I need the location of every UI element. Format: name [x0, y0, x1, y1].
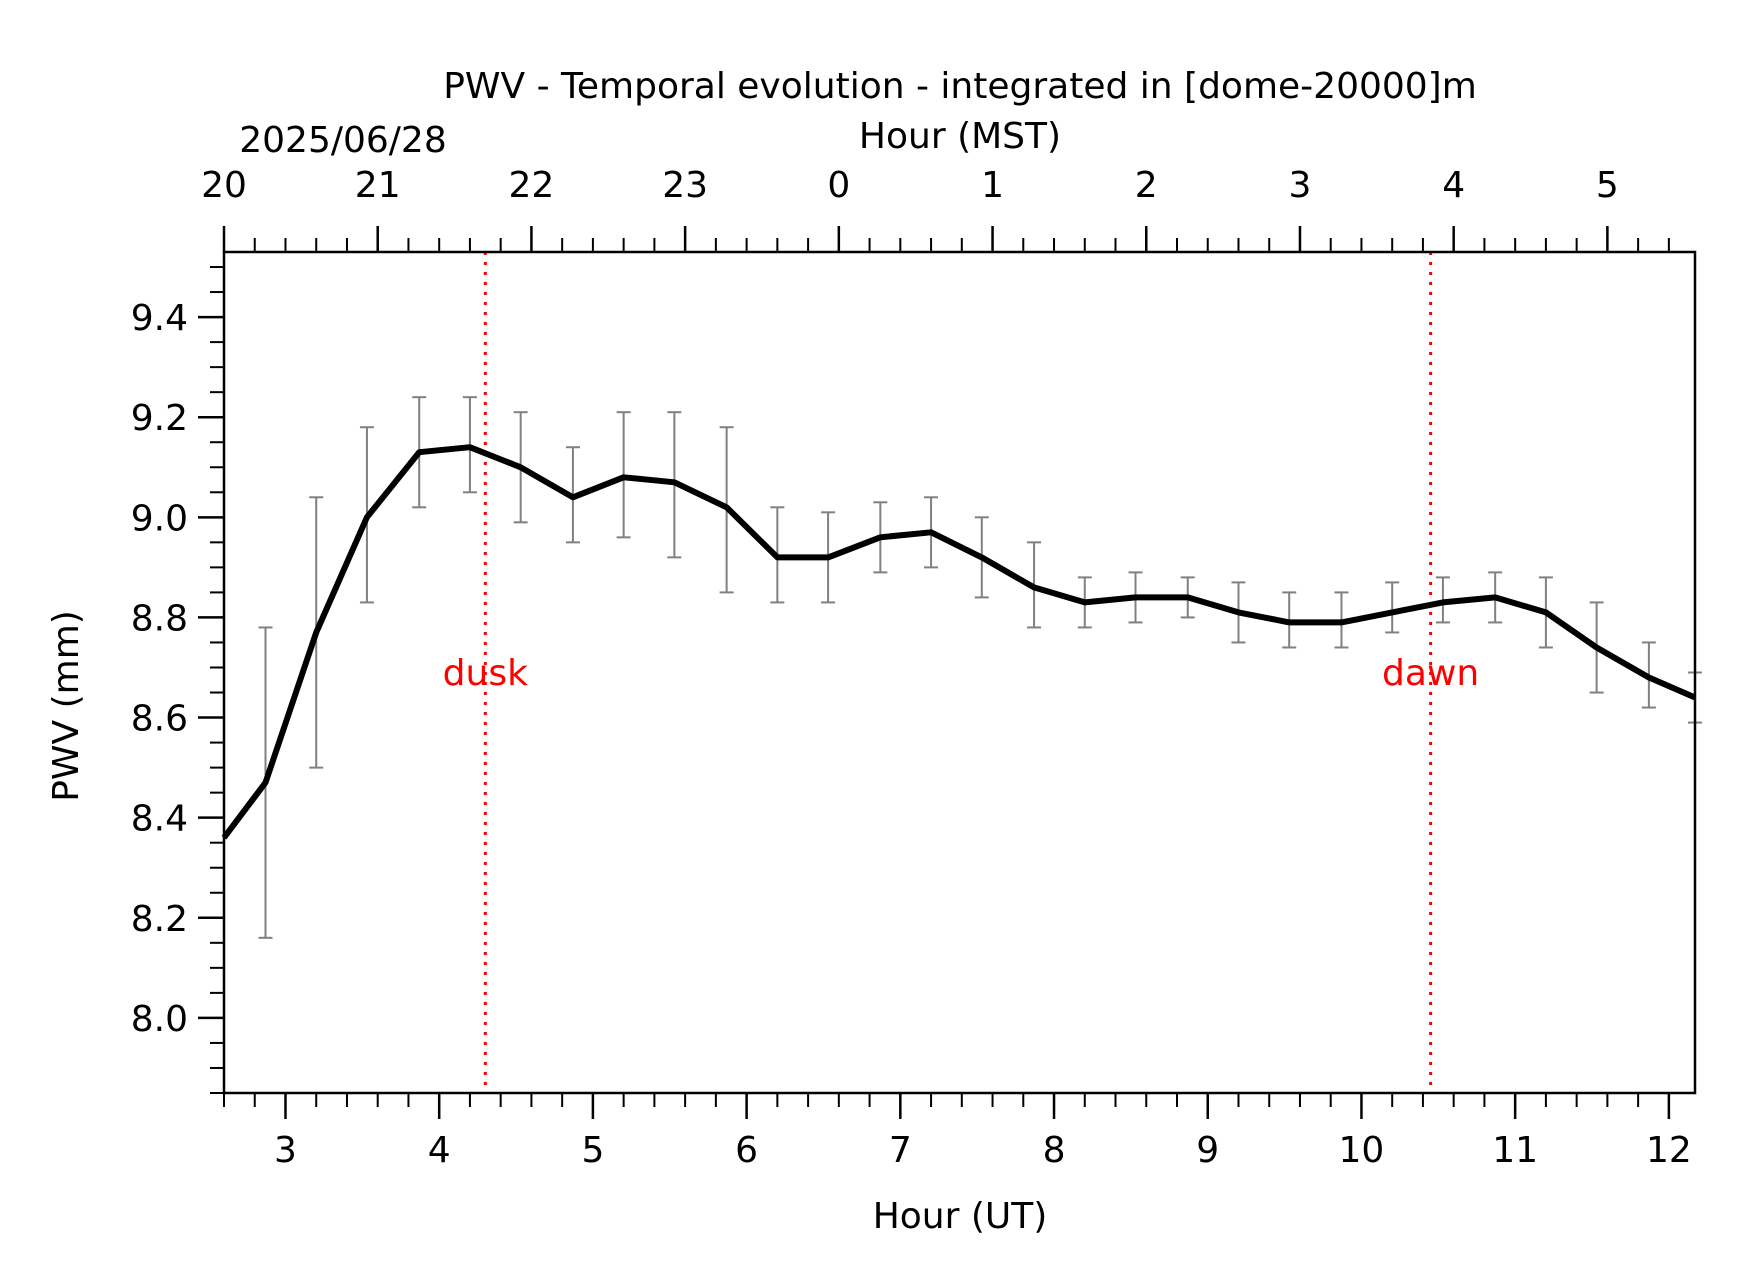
- x-tick-label: 7: [889, 1130, 912, 1171]
- x-tick-label: 6: [735, 1130, 758, 1171]
- y-tick-label: 9.0: [131, 498, 188, 539]
- annotation-lines: dusk dawn: [443, 252, 1479, 1093]
- date-label: 2025/06/28: [239, 120, 447, 161]
- y-tick-label: 8.0: [131, 999, 188, 1040]
- x-tick-label: 9: [1196, 1130, 1219, 1171]
- y-axis-label: PWV (mm): [46, 610, 87, 802]
- x-axis-label: Hour (UT): [873, 1196, 1048, 1237]
- x2-tick-label: 5: [1596, 165, 1619, 206]
- pwv-series-line: [221, 444, 1697, 840]
- y-tick-label: 9.4: [131, 298, 188, 339]
- x2-tick-label: 20: [201, 165, 247, 206]
- y-tick-label: 8.6: [131, 699, 188, 740]
- dusk-label: dusk: [443, 653, 528, 694]
- y-tick-label: 8.8: [131, 598, 188, 639]
- x2-tick-label: 23: [662, 165, 708, 206]
- x-tick-label: 5: [581, 1130, 604, 1171]
- chart-title: PWV - Temporal evolution - integrated in…: [443, 66, 1477, 107]
- x2-tick-label: 2: [1135, 165, 1158, 206]
- x-tick-label: 3: [274, 1130, 297, 1171]
- x-tick-label: 4: [428, 1130, 451, 1171]
- x2-axis-label: Hour (MST): [859, 116, 1061, 157]
- y-tick-label: 8.4: [131, 799, 188, 840]
- plot-frame: [222, 250, 1697, 1095]
- y-tick-label: 9.2: [131, 398, 188, 439]
- x2-tick-label: 0: [827, 165, 850, 206]
- x-tick-label: 12: [1646, 1130, 1692, 1171]
- y-tick-label: 8.2: [131, 899, 188, 940]
- series-lines: [221, 444, 1697, 840]
- x2-tick-label: 3: [1289, 165, 1312, 206]
- labels: PWV - Temporal evolution - integrated in…: [46, 66, 1477, 1237]
- x2-tick-label: 21: [355, 165, 401, 206]
- dawn-label: dawn: [1382, 653, 1479, 694]
- x2-tick-label: 4: [1442, 165, 1465, 206]
- x-tick-label: 10: [1339, 1130, 1385, 1171]
- x2-tick-label: 1: [981, 165, 1004, 206]
- x-tick-label: 11: [1492, 1130, 1538, 1171]
- x-tick-label: 8: [1043, 1130, 1066, 1171]
- x2-tick-label: 22: [509, 165, 555, 206]
